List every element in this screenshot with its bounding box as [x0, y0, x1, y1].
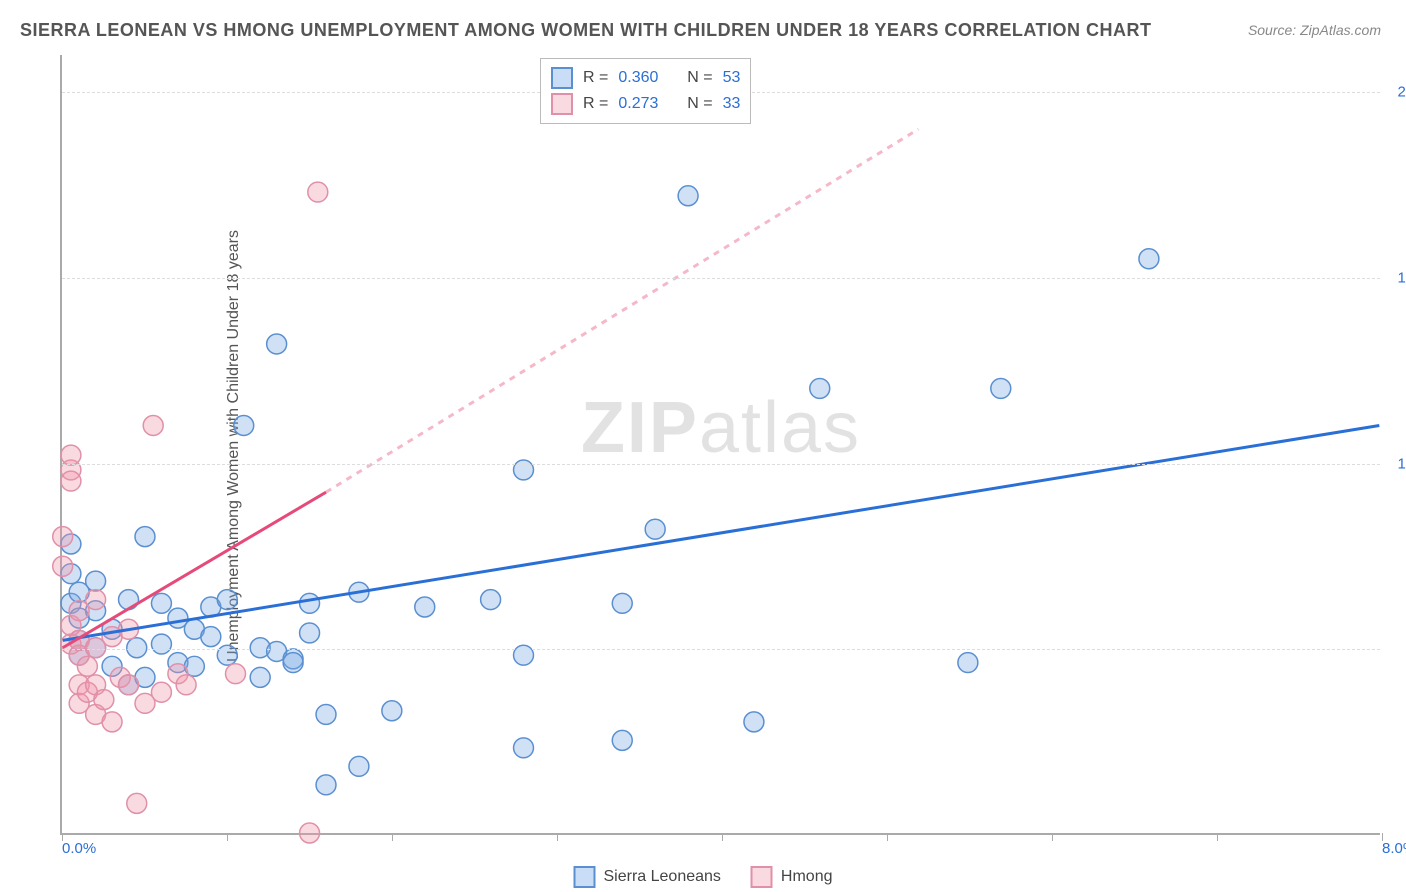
data-point [151, 634, 171, 654]
swatch-blue-icon [574, 866, 596, 888]
data-point [415, 597, 435, 617]
data-point [514, 738, 534, 758]
data-point [300, 623, 320, 643]
y-tick-label: 10.0% [1397, 455, 1406, 472]
chart-title: SIERRA LEONEAN VS HMONG UNEMPLOYMENT AMO… [20, 20, 1152, 41]
data-point [958, 653, 978, 673]
x-tick [887, 833, 888, 841]
data-point [316, 775, 336, 795]
trend-line [63, 425, 1380, 640]
stat-n-label: N = [687, 69, 712, 87]
data-point [201, 627, 221, 647]
data-point [53, 527, 73, 547]
data-point [514, 645, 534, 665]
data-point [283, 653, 303, 673]
data-point [119, 590, 139, 610]
data-point [316, 704, 336, 724]
gridline [62, 278, 1380, 279]
data-point [94, 690, 114, 710]
x-tick-label: 0.0% [62, 840, 96, 857]
data-point [151, 682, 171, 702]
data-point [217, 590, 237, 610]
data-point [61, 471, 81, 491]
stats-row-series2: R = 0.273 N = 33 [551, 91, 740, 117]
swatch-pink-icon [751, 866, 773, 888]
data-point [61, 445, 81, 465]
data-point [135, 527, 155, 547]
x-tick-label: 8.0% [1382, 840, 1406, 857]
data-point [119, 675, 139, 695]
data-point [143, 416, 163, 436]
stat-n-value-1: 53 [723, 69, 741, 87]
stat-r-label-2: R = [583, 95, 608, 113]
data-point [612, 730, 632, 750]
data-point [176, 675, 196, 695]
x-tick [392, 833, 393, 841]
data-point [645, 519, 665, 539]
data-point [250, 667, 270, 687]
legend-label-1: Sierra Leoneans [604, 868, 721, 886]
stat-r-label: R = [583, 69, 608, 87]
data-point [77, 656, 97, 676]
data-point [86, 571, 106, 591]
legend-item-2: Hmong [751, 866, 833, 888]
gridline [62, 649, 1380, 650]
stat-r-value-1: 0.360 [618, 69, 658, 87]
data-point [349, 756, 369, 776]
data-point [53, 556, 73, 576]
data-point [612, 593, 632, 613]
data-point [300, 593, 320, 613]
data-point [86, 590, 106, 610]
data-point [744, 712, 764, 732]
legend-item-1: Sierra Leoneans [574, 866, 721, 888]
stat-r-value-2: 0.273 [618, 95, 658, 113]
scatter-svg [62, 55, 1380, 833]
data-point [267, 334, 287, 354]
data-point [810, 378, 830, 398]
swatch-pink-icon [551, 93, 573, 115]
data-point [127, 793, 147, 813]
x-tick [557, 833, 558, 841]
x-tick [1052, 833, 1053, 841]
data-point [382, 701, 402, 721]
source-attribution: Source: ZipAtlas.com [1248, 22, 1381, 38]
data-point [1139, 249, 1159, 269]
data-point [481, 590, 501, 610]
stat-n-value-2: 33 [723, 95, 741, 113]
data-point [226, 664, 246, 684]
stats-row-series1: R = 0.360 N = 53 [551, 65, 740, 91]
data-point [300, 823, 320, 843]
data-point [127, 638, 147, 658]
data-point [217, 645, 237, 665]
x-tick [722, 833, 723, 841]
chart-plot-area: ZIPatlas 5.0%10.0%15.0%20.0%0.0%8.0% [60, 55, 1380, 835]
data-point [991, 378, 1011, 398]
gridline [62, 464, 1380, 465]
data-point [102, 712, 122, 732]
data-point [308, 182, 328, 202]
y-tick-label: 15.0% [1397, 269, 1406, 286]
bottom-legend: Sierra Leoneans Hmong [574, 866, 833, 888]
stat-n-label-2: N = [687, 95, 712, 113]
trend-line-extension [326, 129, 918, 492]
swatch-blue-icon [551, 67, 573, 89]
legend-label-2: Hmong [781, 868, 833, 886]
x-tick [227, 833, 228, 841]
y-tick-label: 20.0% [1397, 84, 1406, 101]
x-tick [1217, 833, 1218, 841]
data-point [234, 416, 254, 436]
data-point [151, 593, 171, 613]
data-point [678, 186, 698, 206]
stats-legend-box: R = 0.360 N = 53 R = 0.273 N = 33 [540, 58, 751, 124]
